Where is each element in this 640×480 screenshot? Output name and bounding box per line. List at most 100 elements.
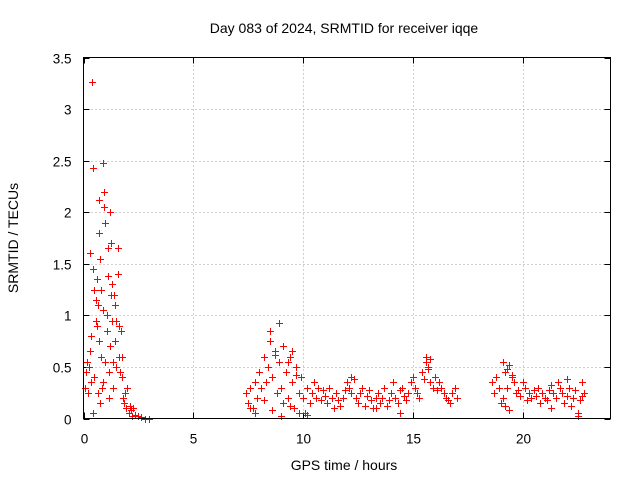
y-tick-label: 0.5 [53,361,72,376]
data-point [278,385,285,392]
data-point [373,395,380,402]
data-point [388,390,395,397]
data-point [265,364,272,371]
data-point [293,372,300,379]
data-point [353,395,360,402]
data-point [533,393,540,400]
data-point [274,390,281,397]
data-point [515,387,522,394]
data-point [395,400,402,407]
data-point [93,297,100,304]
data-point [557,385,564,392]
data-point [100,307,107,314]
data-point [553,395,560,402]
data-point [564,376,571,383]
data-point [320,387,327,394]
data-point [109,318,116,325]
data-point [375,390,382,397]
data-point [539,390,546,397]
data-point [106,395,113,402]
data-point [438,385,445,392]
data-point [130,405,137,412]
data-point [333,390,340,397]
data-point [344,379,351,386]
data-point [509,372,516,379]
data-point [91,374,98,381]
data-point [441,390,448,397]
data-point [412,385,419,392]
data-point [289,379,296,386]
data-point [550,390,557,397]
data-point [289,348,296,355]
y-tick-label: 1.5 [53,258,72,273]
data-point [90,266,97,273]
data-point [368,397,375,404]
data-point [107,343,114,350]
data-point [564,393,571,400]
data-point [296,410,303,417]
data-point [447,400,454,407]
data-point [132,412,139,419]
y-tick-label: 3.5 [53,52,72,67]
data-point [291,405,298,412]
data-point [355,400,362,407]
data-point [500,359,507,366]
x-axis-label: GPS time / hours [291,457,398,473]
data-point [96,338,103,345]
data-point [101,204,108,211]
data-point [373,405,380,412]
data-point [122,390,129,397]
data-point [579,379,586,386]
grid-lines [83,57,611,419]
data-point [119,354,126,361]
data-point [95,390,102,397]
data-point [98,287,105,294]
data-point [106,369,113,376]
data-points [82,79,588,423]
y-tick-label: 3 [64,103,72,118]
data-point [115,271,122,278]
data-point [309,390,316,397]
data-point [423,354,430,361]
data-point [329,395,336,402]
data-point [94,323,101,330]
data-point [403,397,410,404]
data-point [272,352,279,359]
data-point [419,369,426,376]
x-tick-label: 5 [190,432,198,447]
data-point [252,379,259,386]
data-point [97,400,104,407]
data-point [555,379,562,386]
data-point [245,400,252,407]
data-point [377,400,384,407]
data-point [117,369,124,376]
data-point [384,403,391,410]
data-point [95,302,102,309]
data-point [436,379,443,386]
data-point [261,397,268,404]
data-point [256,369,263,376]
data-point [357,390,364,397]
data-point [276,359,283,366]
data-point [577,397,584,404]
data-point [304,412,311,419]
data-point [307,400,314,407]
data-point [99,385,106,392]
data-point [261,354,268,361]
data-point [535,385,542,392]
data-point [118,328,125,335]
data-point [454,395,461,402]
x-tick-label: 15 [406,432,421,447]
data-point [566,385,573,392]
x-tick-label: 10 [296,432,311,447]
data-point [427,356,434,363]
data-point [113,364,120,371]
data-point [298,374,305,381]
data-point [247,385,254,392]
data-point [109,281,116,288]
data-point [386,397,393,404]
data-point [421,376,428,383]
data-point [90,410,97,417]
data-point [506,362,513,369]
data-point [504,385,511,392]
